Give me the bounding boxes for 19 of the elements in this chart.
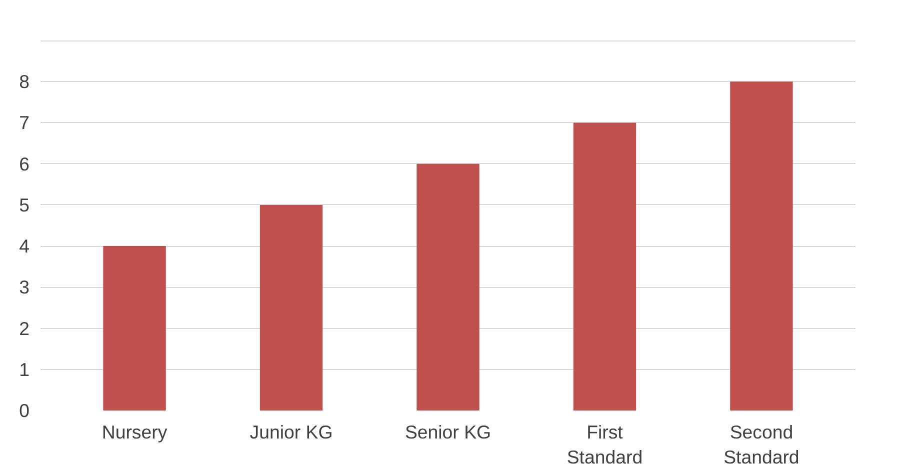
y-tick-label: 3 — [19, 276, 30, 298]
x-tick-label: Second Standard — [724, 422, 800, 468]
x-tick-label: Junior KG — [250, 422, 333, 442]
bar — [730, 82, 793, 410]
x-tick-label: Nursery — [102, 422, 168, 442]
y-tick-label: 4 — [19, 236, 30, 257]
y-tick-label: 5 — [19, 194, 30, 216]
x-tick-label: First Standard — [566, 422, 643, 468]
bar — [416, 164, 480, 410]
y-tick-label: 1 — [19, 358, 30, 380]
x-tick-label: Senior KG — [404, 422, 492, 442]
y-tick-label: 8 — [19, 71, 30, 92]
bar — [260, 204, 323, 410]
y-tick-label: 2 — [19, 318, 30, 339]
y-tick-label: 0 — [19, 400, 30, 421]
bar — [573, 122, 636, 410]
y-tick-label: 6 — [19, 153, 30, 174]
y-tick-label: 7 — [19, 112, 30, 134]
bar — [103, 246, 166, 410]
